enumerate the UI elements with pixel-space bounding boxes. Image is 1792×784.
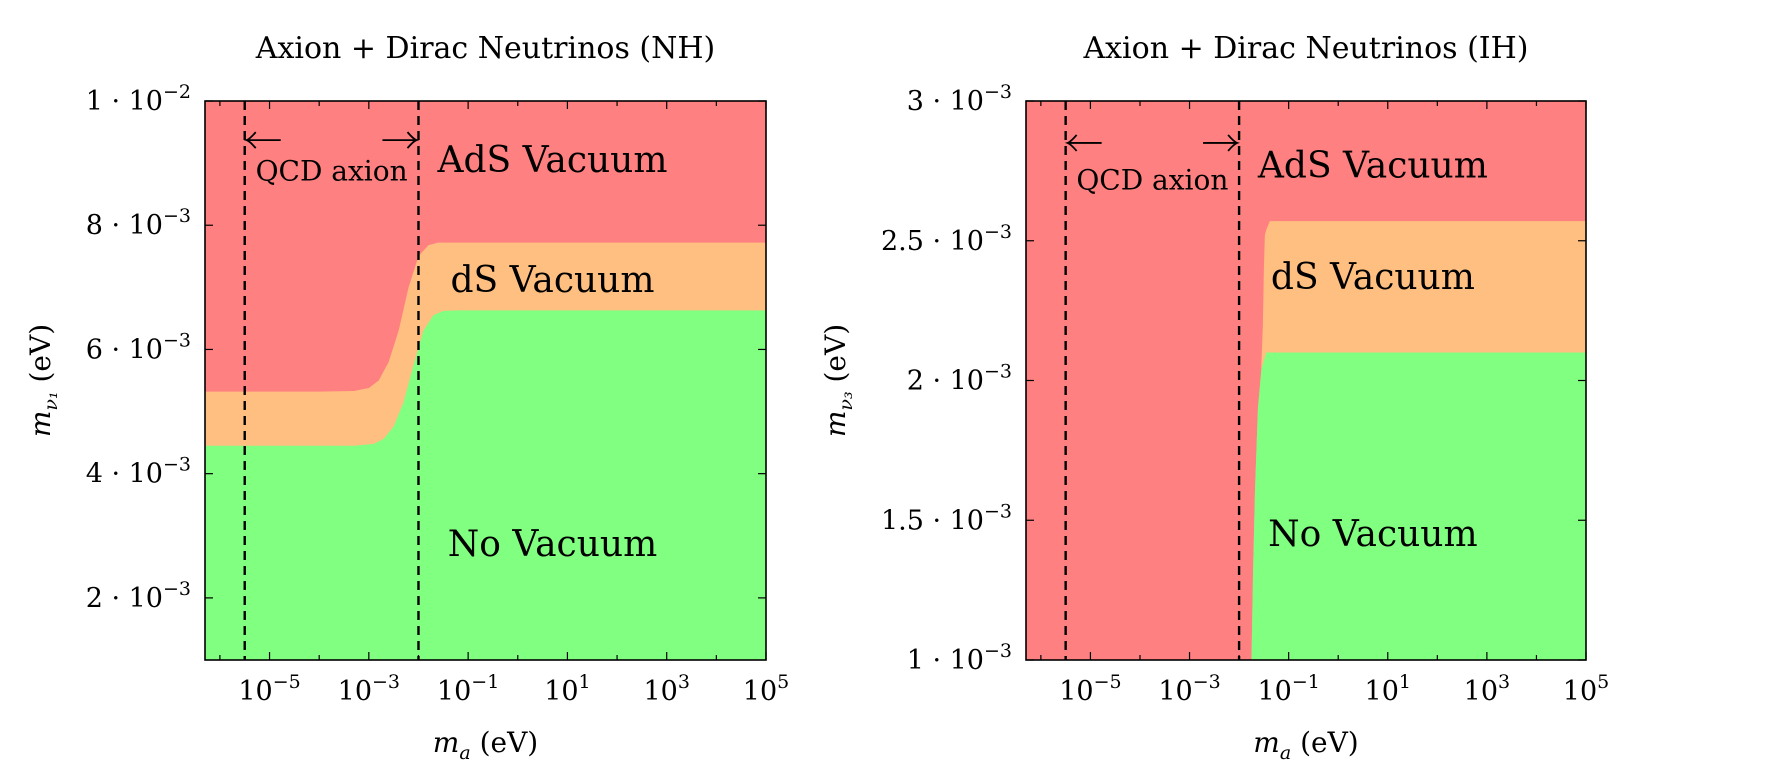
chart-title: Axion + Dirac Neutrinos (IH) xyxy=(1082,31,1528,66)
x-tick-label: 10−5 xyxy=(238,671,300,707)
y-tick-label: 3 · 10−3 xyxy=(907,81,1012,117)
arrow-left xyxy=(1064,134,1102,152)
region-label-ads-vacuum: AdS Vacuum xyxy=(437,140,668,181)
qcd-axion-label: QCD axion xyxy=(256,155,408,188)
y-tick-label: 6 · 10−3 xyxy=(86,329,191,365)
y-tick-label: 1 · 10−3 xyxy=(907,640,1012,676)
qcd-axion-label: QCD axion xyxy=(1076,163,1228,196)
x-tick-label: 10−5 xyxy=(1059,671,1121,707)
y-tick-label: 1.5 · 10−3 xyxy=(881,500,1012,536)
plot-frame xyxy=(204,100,767,661)
x-tick-label: 10−1 xyxy=(437,671,499,707)
x-tick-label: 101 xyxy=(1365,671,1411,707)
x-axis-label: ma (eV) xyxy=(1253,726,1358,764)
region-label-no-vacuum: No Vacuum xyxy=(1268,514,1477,555)
no-vacuum-region xyxy=(205,310,766,660)
region-label-ds-vacuum: dS Vacuum xyxy=(1271,257,1475,298)
x-tick-label: 101 xyxy=(544,671,590,707)
x-tick-label: 10−1 xyxy=(1257,671,1319,707)
y-tick-label: 2.5 · 10−3 xyxy=(881,221,1012,257)
arrow-right xyxy=(1203,134,1240,152)
y-tick-label: 4 · 10−3 xyxy=(86,454,191,490)
region-label-ads-vacuum: AdS Vacuum xyxy=(1257,145,1488,186)
no-vacuum-region xyxy=(1251,352,1586,660)
y-tick-label: 1 · 10−2 xyxy=(86,81,191,117)
region-label-ds-vacuum: dS Vacuum xyxy=(451,260,655,301)
chart-panel-1: QCD axion AdS Vacuum dS Vacuum No Vacuum 10−… xyxy=(24,31,789,764)
y-tick-label: 2 · 10−3 xyxy=(907,361,1012,397)
plot-area xyxy=(205,101,766,660)
y-tick-label: 2 · 10−3 xyxy=(86,578,191,614)
x-tick-label: 10−3 xyxy=(338,671,400,707)
x-axis-label: ma (eV) xyxy=(433,726,538,764)
chart-title: Axion + Dirac Neutrinos (NH) xyxy=(255,31,715,66)
arrow-left xyxy=(243,131,281,149)
x-tick-label: 105 xyxy=(743,671,789,707)
x-tick-label: 10−3 xyxy=(1158,671,1220,707)
region-label-no-vacuum: No Vacuum xyxy=(448,524,657,565)
arrow-right xyxy=(382,131,420,149)
x-tick-label: 103 xyxy=(643,671,689,707)
plot-area xyxy=(1026,101,1586,660)
y-axis-label: mν₃ (eV) xyxy=(819,324,857,437)
chart-panel-2: QCD axion AdS Vacuum dS Vacuum No Vacuum 10−… xyxy=(819,31,1609,764)
y-axis-label: mν₁ (eV) xyxy=(24,324,62,437)
y-tick-label: 8 · 10−3 xyxy=(86,205,191,241)
x-tick-label: 103 xyxy=(1464,671,1510,707)
x-tick-label: 105 xyxy=(1563,671,1609,707)
